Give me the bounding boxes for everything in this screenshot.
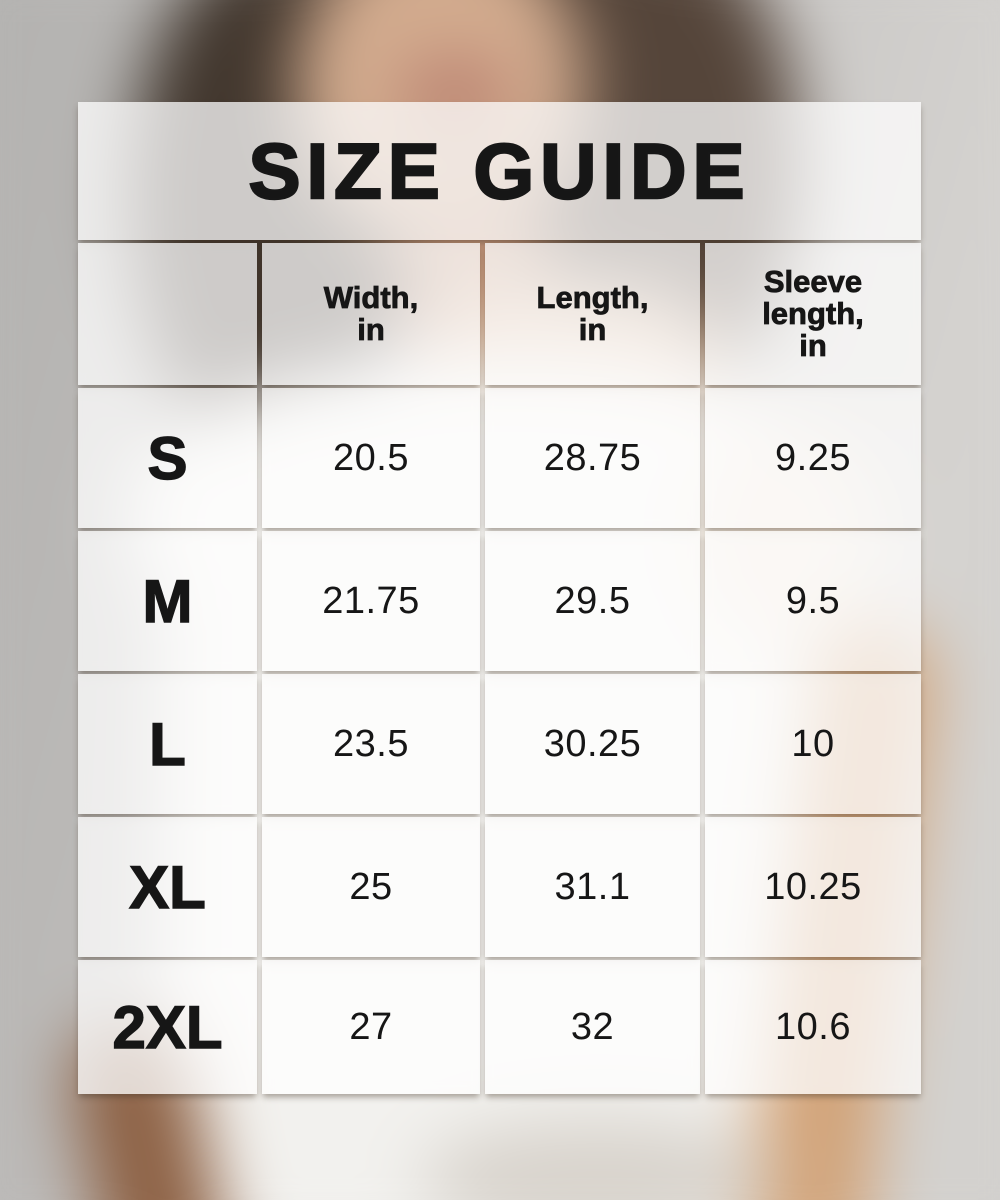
column-header-line: in <box>799 327 827 363</box>
value-l-length: 30.25 <box>485 674 700 814</box>
value-l-sleeve: 10 <box>705 674 921 814</box>
value-m-sleeve: 9.5 <box>705 531 921 671</box>
size-label-m: M <box>78 531 257 671</box>
size-label-2xl: 2XL <box>78 960 257 1094</box>
column-header-length: Length, in <box>485 243 700 385</box>
value-2xl-width: 27 <box>262 960 480 1094</box>
value-2xl-length: 32 <box>485 960 700 1094</box>
value-xl-sleeve: 10.25 <box>705 817 921 957</box>
value-l-width: 23.5 <box>262 674 480 814</box>
size-label-s: S <box>78 388 257 528</box>
column-header-line: in <box>357 312 385 347</box>
size-label-l: L <box>78 674 257 814</box>
column-header-line: Length, <box>536 280 649 316</box>
value-m-length: 29.5 <box>485 531 700 671</box>
value-s-width: 20.5 <box>262 388 480 528</box>
size-label-xl: XL <box>78 817 257 957</box>
column-header-sleeve-length: Sleeve length, in <box>705 243 921 385</box>
column-header-line: Width, <box>323 280 419 316</box>
column-header-width: Width, in <box>262 243 480 385</box>
value-m-width: 21.75 <box>262 531 480 671</box>
column-header-line: length, <box>762 296 864 332</box>
column-header-line: Sleeve <box>763 264 863 300</box>
value-xl-width: 25 <box>262 817 480 957</box>
value-s-sleeve: 9.25 <box>705 388 921 528</box>
size-guide-table: SIZE GUIDE Width, in Length, in Sleeve l… <box>78 102 921 1094</box>
value-s-length: 28.75 <box>485 388 700 528</box>
value-xl-length: 31.1 <box>485 817 700 957</box>
column-header-line: in <box>578 312 607 347</box>
header-empty-cell <box>78 243 257 385</box>
value-2xl-sleeve: 10.6 <box>705 960 921 1094</box>
page-title: SIZE GUIDE <box>78 102 921 240</box>
